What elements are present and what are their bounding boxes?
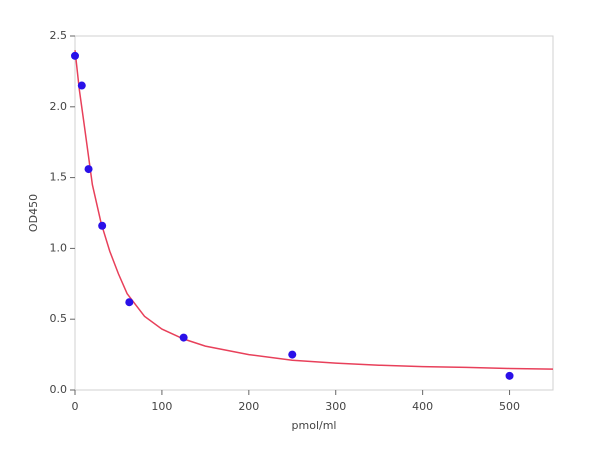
x-tick-label: 400 [412, 400, 433, 413]
data-point [84, 165, 93, 174]
x-tick-label: 100 [151, 400, 172, 413]
x-tick-label: 200 [238, 400, 259, 413]
x-tick-label: 500 [499, 400, 520, 413]
y-tick-label: 2.5 [50, 29, 68, 42]
y-tick-label: 0.0 [50, 383, 68, 396]
data-point [71, 51, 79, 60]
data-point [77, 81, 86, 90]
data-point [505, 371, 514, 380]
data-point [125, 298, 134, 307]
x-axis-label: pmol/ml [292, 419, 337, 432]
y-tick-label: 0.5 [50, 312, 68, 325]
data-point [288, 350, 297, 359]
y-tick-label: 1.5 [50, 171, 68, 184]
data-point [179, 333, 188, 342]
x-tick-label: 0 [72, 400, 79, 413]
x-tick-label: 300 [325, 400, 346, 413]
fit-curve [74, 50, 554, 370]
plot-frame [74, 35, 554, 391]
y-axis-label: OD450 [27, 194, 40, 232]
data-point [98, 221, 107, 230]
y-tick-label: 1.0 [50, 241, 68, 254]
y-tick-label: 2.0 [50, 100, 68, 113]
